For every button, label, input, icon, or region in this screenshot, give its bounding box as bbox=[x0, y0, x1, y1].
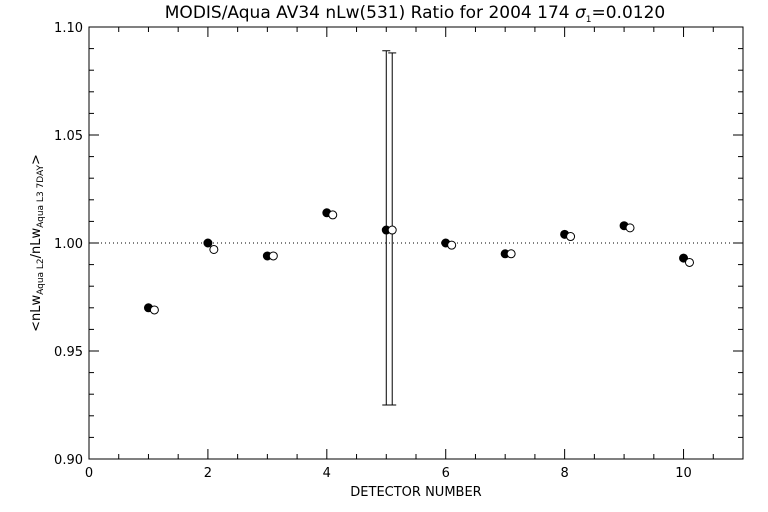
y-tick-label: 1.10 bbox=[54, 21, 83, 36]
open-point bbox=[328, 210, 338, 220]
x-tick-label: 2 bbox=[204, 466, 212, 481]
chart-title: MODIS/Aqua AV34 nLw(531) Ratio for 2004 … bbox=[165, 3, 665, 25]
axis-tick-labels: 0 2 4 6 8 10 0.90 0.95 1.00 1.05 1.10 bbox=[54, 21, 692, 481]
plot-frame bbox=[88, 26, 744, 460]
filled-point bbox=[679, 253, 689, 263]
y-tick-label: 0.90 bbox=[54, 453, 83, 468]
x-tick-label: 8 bbox=[560, 466, 568, 481]
y-tick-label: 1.00 bbox=[54, 237, 83, 252]
y-tick-label: 0.95 bbox=[54, 345, 83, 360]
data-points bbox=[143, 208, 694, 315]
axis-ticks bbox=[88, 26, 744, 460]
y-tick-label: 1.05 bbox=[54, 129, 83, 144]
open-point bbox=[387, 225, 397, 235]
x-tick-label: 4 bbox=[323, 466, 331, 481]
open-point bbox=[625, 223, 635, 233]
x-axis-label: DETECTOR NUMBER bbox=[350, 485, 481, 500]
open-point bbox=[447, 240, 457, 250]
open-point bbox=[684, 257, 694, 267]
x-tick-label: 10 bbox=[675, 466, 692, 481]
open-point bbox=[566, 232, 576, 242]
x-tick-label: 0 bbox=[85, 466, 93, 481]
open-point bbox=[506, 249, 516, 259]
filled-point bbox=[203, 238, 213, 248]
open-point bbox=[149, 305, 159, 315]
x-tick-label: 6 bbox=[442, 466, 450, 481]
y-axis-label: <nLwAqua L2/nLwAqua L3 7DAY> bbox=[29, 154, 46, 332]
open-point bbox=[268, 251, 278, 261]
open-point bbox=[209, 244, 219, 254]
